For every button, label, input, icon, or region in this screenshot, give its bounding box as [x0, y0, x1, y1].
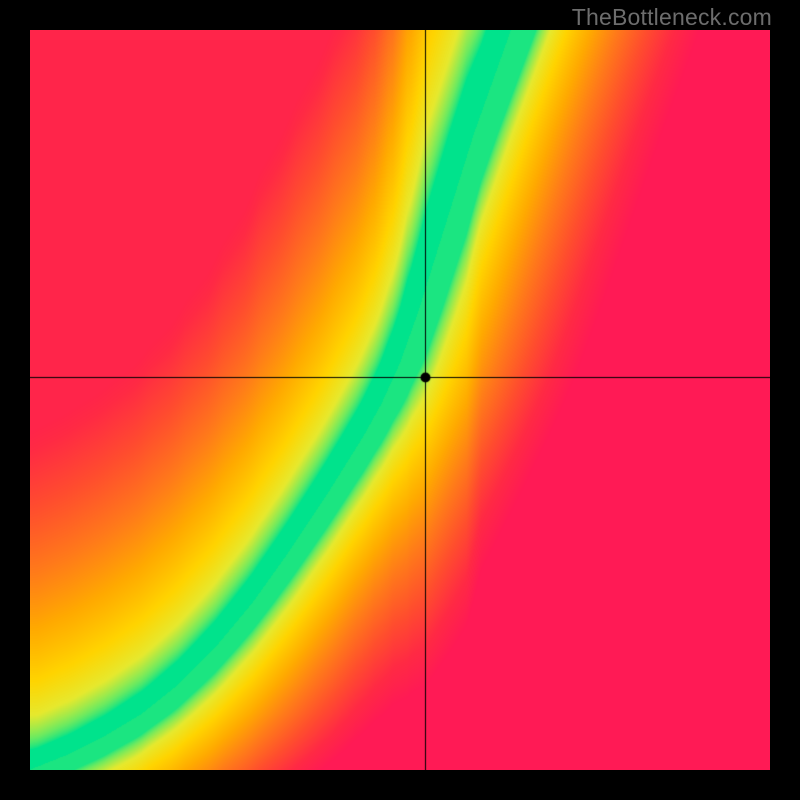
watermark-text: TheBottleneck.com — [572, 4, 772, 31]
bottleneck-heatmap — [30, 30, 770, 770]
chart-container: TheBottleneck.com — [0, 0, 800, 800]
